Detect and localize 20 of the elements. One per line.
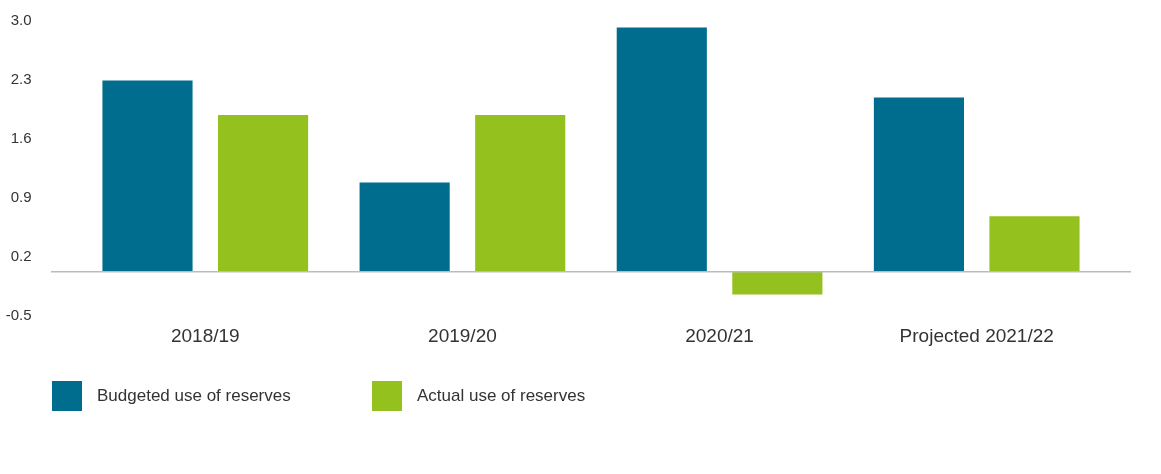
bar <box>732 271 823 295</box>
x-tick-label: 2018/19 <box>170 324 240 346</box>
bar <box>102 80 193 272</box>
y-tick-label: 0.9 <box>10 187 32 205</box>
bar <box>989 216 1080 272</box>
x-tick-label: 2020/21 <box>685 324 754 346</box>
y-tick-label: 1.6 <box>10 128 32 146</box>
y-tick-label: -0.5 <box>5 305 32 323</box>
y-tick-label: 3.0 <box>10 10 32 28</box>
bar <box>475 115 566 272</box>
legend-label: Actual use of reserves <box>417 386 586 405</box>
y-tick-label: 2.3 <box>10 69 32 87</box>
legend-label: Budgeted use of reserves <box>97 386 291 405</box>
x-tick-label: Projected 2021/22 <box>899 324 1054 346</box>
bar <box>616 27 707 272</box>
bar <box>218 115 309 272</box>
y-tick-label: 0.2 <box>10 246 32 264</box>
bar <box>873 97 964 272</box>
bar <box>359 182 450 272</box>
x-tick-label: 2019/20 <box>428 324 497 346</box>
